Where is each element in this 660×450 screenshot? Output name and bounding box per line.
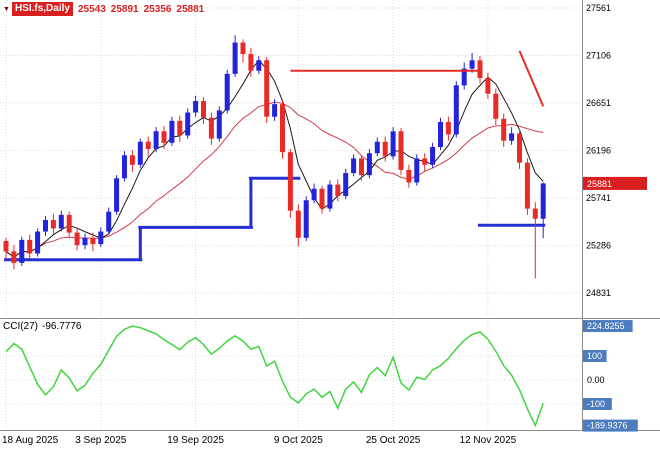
- svg-text:0.00: 0.00: [587, 375, 605, 385]
- svg-text:25 Oct 2025: 25 Oct 2025: [366, 435, 421, 446]
- cci-indicator-value: -96.7776: [42, 321, 82, 332]
- price-axis-labels: 27561 27106 26651 26196 25741 25286 24831: [586, 3, 611, 298]
- svg-text:26651: 26651: [586, 98, 611, 108]
- svg-text:100: 100: [587, 351, 602, 361]
- chart-header: ▼ HSI.fs,Daily 25543 25891 25356 25881: [3, 2, 204, 16]
- svg-text:18 Aug 2025: 18 Aug 2025: [2, 435, 59, 446]
- low-value: 25356: [143, 3, 172, 15]
- open-value: 25543: [77, 3, 106, 15]
- ohlc-values: 25543 25891 25356 25881: [73, 4, 204, 15]
- svg-text:27561: 27561: [586, 3, 611, 13]
- grid-layer: [0, 0, 582, 430]
- svg-text:24831: 24831: [586, 288, 611, 298]
- date-axis-labels: 18 Aug 2025 3 Sep 2025 19 Sep 2025 9 Oct 20…: [2, 435, 517, 446]
- svg-text:26196: 26196: [586, 146, 611, 156]
- svg-text:25286: 25286: [586, 241, 611, 251]
- svg-text:3 Sep 2025: 3 Sep 2025: [75, 435, 127, 446]
- svg-text:-100: -100: [587, 399, 605, 409]
- support-step-line: [4, 176, 546, 262]
- svg-text:25881: 25881: [587, 179, 612, 189]
- svg-text:224.8255: 224.8255: [587, 321, 625, 331]
- symbol-timeframe-label: HSI.fs,Daily: [11, 2, 73, 16]
- cci-indicator-name: CCI(27): [3, 321, 39, 332]
- candles-layer: [3, 35, 546, 279]
- svg-text:27106: 27106: [586, 50, 611, 60]
- cci-axis-labels: 224.8255 100 0.00 -100 -189.9376: [583, 320, 638, 432]
- ma-fast-line: [5, 59, 544, 258]
- cci-indicator-label: CCI(27) -96.7776: [3, 321, 82, 332]
- svg-text:12 Nov 2025: 12 Nov 2025: [460, 435, 517, 446]
- symbol-dropdown-icon[interactable]: ▼: [3, 5, 10, 13]
- svg-text:19 Sep 2025: 19 Sep 2025: [167, 435, 224, 446]
- svg-text:25741: 25741: [586, 193, 611, 203]
- cci-line: [5, 325, 544, 428]
- svg-text:9 Oct 2025: 9 Oct 2025: [274, 435, 323, 446]
- high-value: 25891: [110, 3, 139, 15]
- trend-line[interactable]: [518, 50, 545, 107]
- current-price-label: 25881: [583, 176, 647, 190]
- svg-text:-189.9376: -189.9376: [587, 421, 628, 431]
- close-value: 25881: [176, 3, 205, 15]
